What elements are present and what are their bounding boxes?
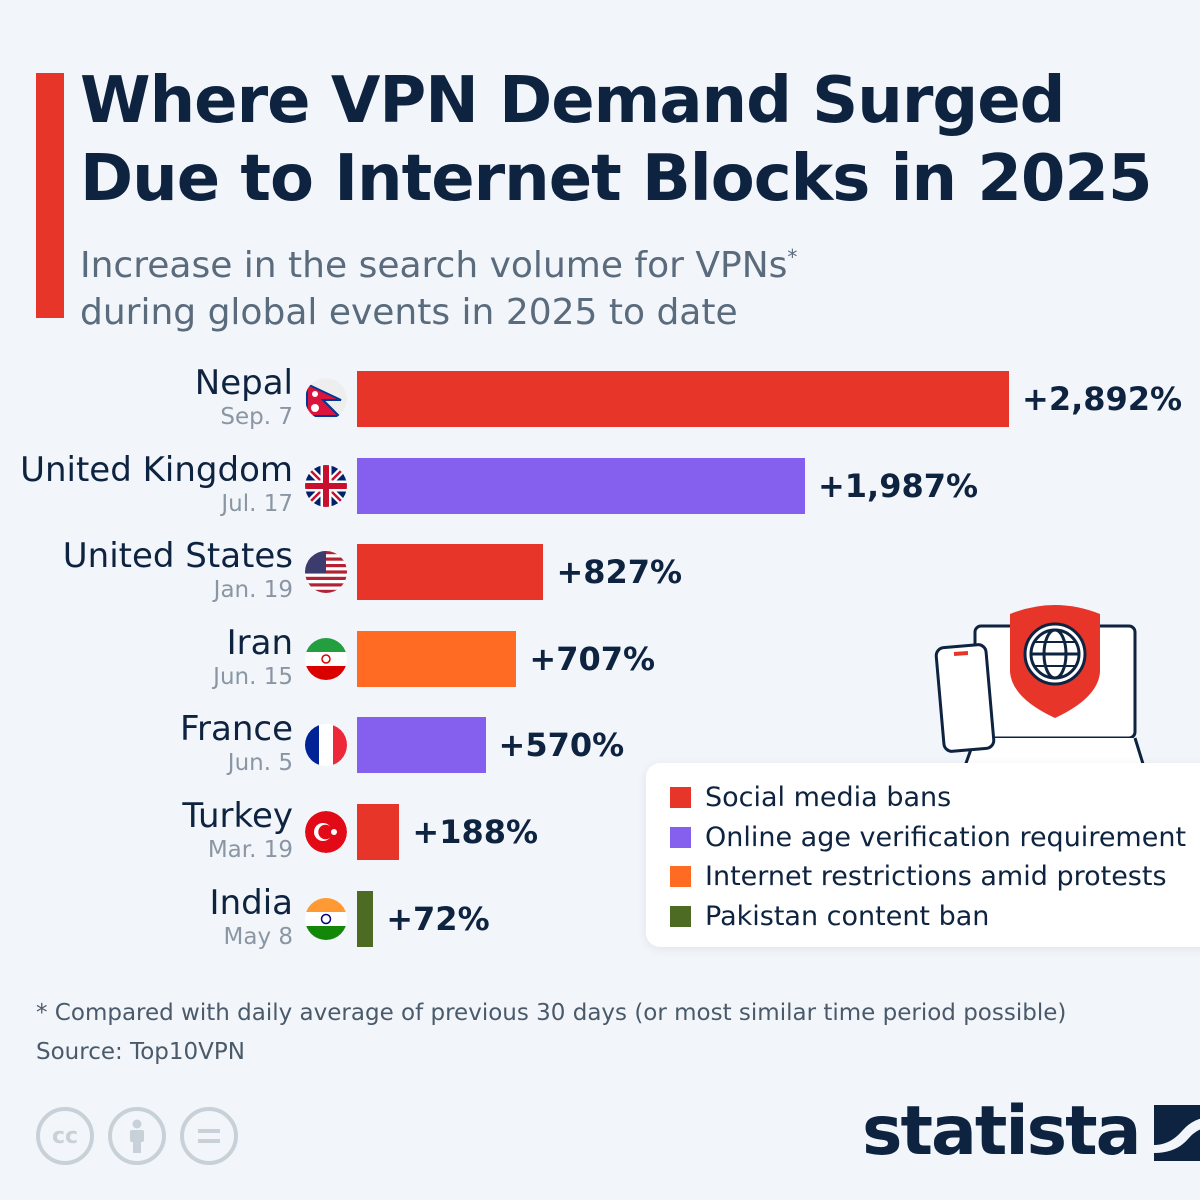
event-date: Jul. 17 <box>221 491 293 517</box>
data-label: +1,987% <box>817 467 979 505</box>
bar-row: United Kingdom Jul. 17 +1,987% <box>0 450 1200 518</box>
bar <box>357 371 1009 427</box>
legend-swatch <box>670 865 691 887</box>
bar-row: Turkey Mar. 19 +188% <box>0 796 1200 864</box>
event-date: Sep. 7 <box>220 404 293 430</box>
legend-swatch <box>670 786 691 808</box>
bar <box>357 631 517 687</box>
bar-row: Iran Jun. 15 +707% <box>0 623 1200 691</box>
country-label: India <box>209 883 293 923</box>
bar <box>357 458 805 514</box>
iran-flag-icon <box>305 638 347 680</box>
brand-name: statista <box>862 1092 1142 1171</box>
statista-logo-icon <box>1153 1104 1200 1161</box>
asterisk: * <box>787 245 798 269</box>
subtitle-line2: during global events in 2025 to date <box>80 292 738 333</box>
nepal-flag-icon <box>305 378 347 420</box>
turkey-flag-icon <box>305 811 347 853</box>
legend: Social media bans Online age verificatio… <box>646 763 1200 947</box>
bar <box>357 804 400 860</box>
data-label: +2,892% <box>1022 380 1183 418</box>
bar <box>357 717 486 773</box>
event-date: Jun. 15 <box>213 664 293 690</box>
india-flag-icon <box>305 898 347 940</box>
bar-row: France Jun. 5 +570% <box>0 709 1200 777</box>
accent-bar <box>36 73 64 318</box>
country-label: France <box>179 709 293 749</box>
data-label: +72% <box>386 900 490 938</box>
legend-item: Online age verification requirement <box>670 819 1186 855</box>
bar <box>357 544 544 600</box>
no-derivatives-icon[interactable] <box>180 1107 238 1165</box>
legend-label: Pakistan content ban <box>705 900 990 932</box>
bar <box>357 891 374 947</box>
data-label: +707% <box>529 640 656 678</box>
legend-item: Internet restrictions amid protests <box>670 858 1167 894</box>
country-label: United Kingdom <box>20 450 293 490</box>
country-label: United States <box>62 536 293 576</box>
event-date: Jan. 19 <box>213 577 293 603</box>
us-flag-icon <box>305 551 347 593</box>
uk-flag-icon <box>305 465 347 507</box>
legend-swatch <box>670 826 691 848</box>
statista-logo[interactable]: statista <box>862 1092 1200 1171</box>
cc-icon[interactable]: cc <box>36 1107 94 1165</box>
legend-item: Pakistan content ban <box>670 898 989 934</box>
chart-title: Where VPN Demand Surged Due to Internet … <box>80 64 1152 216</box>
event-date: Jun. 5 <box>227 750 293 776</box>
legend-item: Social media bans <box>670 779 951 815</box>
data-label: +188% <box>412 813 539 851</box>
event-date: Mar. 19 <box>207 837 293 863</box>
subtitle-line1: Increase in the search volume for VPNs <box>80 245 788 286</box>
france-flag-icon <box>305 724 347 766</box>
country-label: Turkey <box>182 796 293 836</box>
country-label: Iran <box>226 623 293 663</box>
country-label: Nepal <box>194 363 293 403</box>
legend-swatch <box>670 905 691 927</box>
source: Source: Top10VPN <box>36 1039 245 1065</box>
bar-row: United States Jan. 19 +827% <box>0 536 1200 604</box>
bar-row: Nepal Sep. 7 +2,892% <box>0 363 1200 431</box>
bar-row: India May 8 +72% <box>0 883 1200 951</box>
event-date: May 8 <box>223 924 294 950</box>
legend-label: Internet restrictions amid protests <box>705 860 1167 892</box>
footnote: * Compared with daily average of previou… <box>36 1000 1067 1026</box>
data-label: +827% <box>556 553 683 591</box>
legend-label: Online age verification requirement <box>705 821 1187 853</box>
data-label: +570% <box>498 726 625 764</box>
attribution-icon[interactable] <box>108 1107 166 1165</box>
chart-subtitle: Increase in the search volume for VPNs* … <box>80 234 797 336</box>
legend-label: Social media bans <box>705 781 952 813</box>
